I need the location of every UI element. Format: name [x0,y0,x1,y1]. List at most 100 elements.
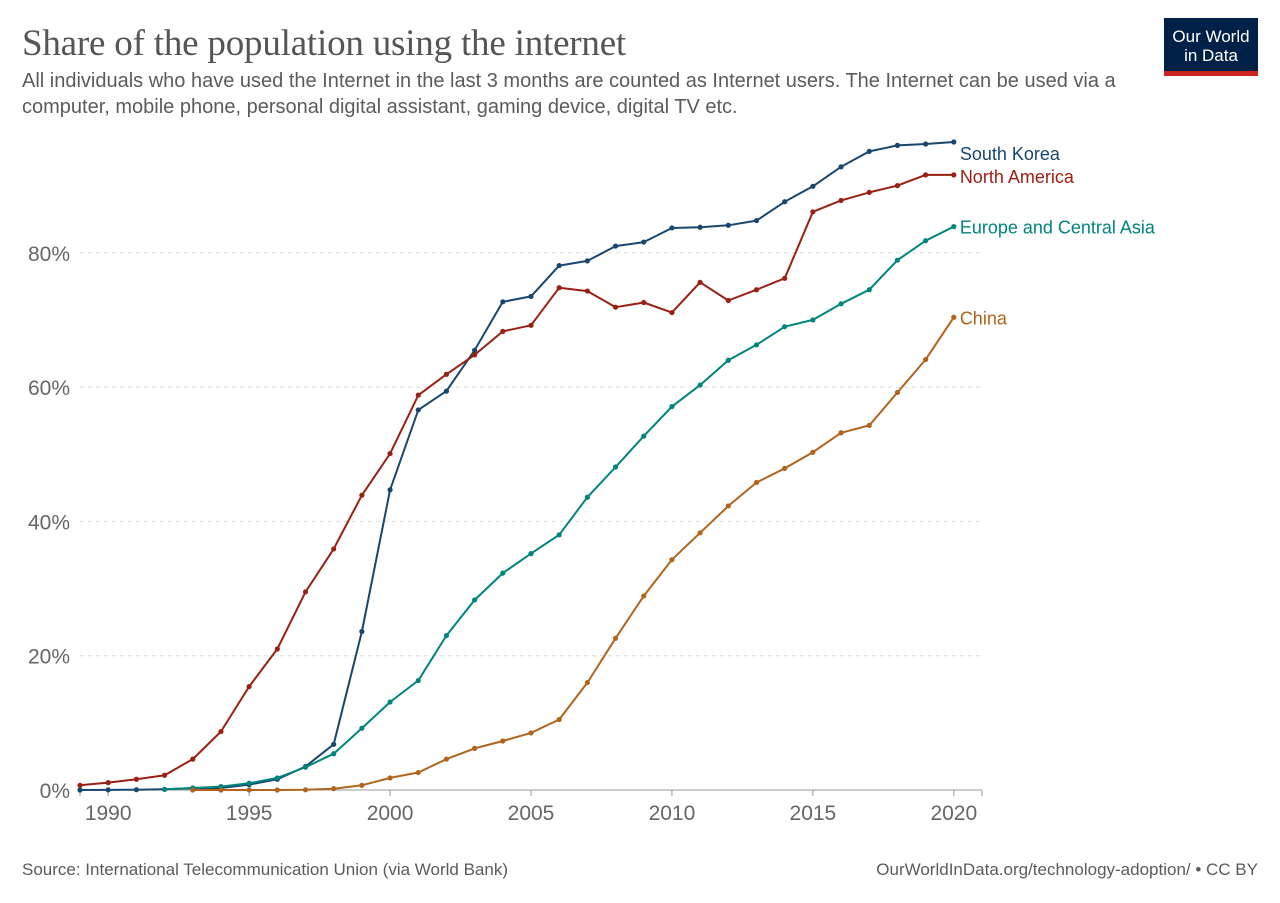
data-point[interactable] [641,433,647,439]
data-point[interactable] [133,776,139,782]
data-point[interactable] [472,347,478,353]
data-point[interactable] [161,786,168,792]
data-point[interactable] [331,546,337,552]
data-point[interactable] [274,787,280,793]
data-point[interactable] [894,183,901,189]
data-point[interactable] [415,407,421,413]
data-point[interactable] [894,142,901,148]
data-point[interactable] [641,239,647,245]
data-point[interactable] [584,679,590,686]
series-south-korea[interactable] [77,139,957,793]
data-point[interactable] [387,699,393,705]
data-point[interactable] [443,756,450,762]
data-point[interactable] [331,741,337,747]
data-point[interactable] [866,189,872,195]
series-line[interactable] [191,316,955,791]
data-point[interactable] [612,243,619,249]
credit-link[interactable]: OurWorldInData.org/technology-adoption/ … [876,860,1258,879]
data-point[interactable] [923,356,929,363]
data-point[interactable] [274,646,280,652]
data-point[interactable] [669,557,675,563]
data-point[interactable] [810,183,816,189]
data-point[interactable] [359,628,365,635]
data-point[interactable] [387,450,393,457]
data-point[interactable] [782,275,788,281]
data-point[interactable] [669,225,675,231]
data-point[interactable] [302,764,309,770]
data-point[interactable] [838,430,844,436]
series-line[interactable] [79,173,955,787]
data-point[interactable] [612,464,619,470]
data-point[interactable] [556,262,562,269]
data-point[interactable] [894,257,901,263]
data-point[interactable] [528,293,534,300]
data-point[interactable] [951,224,957,230]
data-point[interactable] [528,551,534,557]
data-point[interactable] [810,209,816,215]
data-point[interactable] [77,782,83,788]
data-point[interactable] [753,287,760,293]
data-point[interactable] [500,328,506,334]
owid-logo[interactable]: Our World in Data [1164,18,1258,76]
data-point[interactable] [472,597,478,603]
data-point[interactable] [923,238,929,244]
data-point[interactable] [218,728,224,735]
series-china[interactable] [190,314,957,793]
data-point[interactable] [782,199,788,205]
data-point[interactable] [415,392,421,398]
data-point[interactable] [866,422,872,428]
data-point[interactable] [77,787,83,793]
data-point[interactable] [105,787,111,793]
series-line[interactable] [79,141,955,791]
data-point[interactable] [923,141,929,147]
data-point[interactable] [472,352,478,358]
data-point[interactable] [697,224,703,230]
data-point[interactable] [753,342,760,348]
data-point[interactable] [500,570,506,576]
data-point[interactable] [443,632,450,639]
data-point[interactable] [556,532,562,538]
data-point[interactable] [443,371,450,377]
data-point[interactable] [387,775,393,781]
data-point[interactable] [838,301,844,307]
data-point[interactable] [725,357,731,363]
data-point[interactable] [669,403,675,410]
data-point[interactable] [866,287,872,293]
data-point[interactable] [556,716,562,723]
data-point[interactable] [951,139,957,145]
data-point[interactable] [951,172,957,178]
data-point[interactable] [302,589,309,595]
data-point[interactable] [472,745,478,751]
data-point[interactable] [612,304,619,310]
data-point[interactable] [866,148,872,155]
data-point[interactable] [302,787,309,793]
data-point[interactable] [331,786,337,792]
data-point[interactable] [528,730,534,736]
data-point[interactable] [753,217,760,224]
data-point[interactable] [246,683,252,690]
data-point[interactable] [528,322,534,328]
data-point[interactable] [838,197,844,204]
data-point[interactable] [584,288,590,294]
data-point[interactable] [753,479,760,486]
data-point[interactable] [697,279,703,285]
data-point[interactable] [415,769,421,776]
data-point[interactable] [556,285,562,291]
data-point[interactable] [331,751,337,757]
data-point[interactable] [584,258,590,264]
data-point[interactable] [641,299,647,306]
data-point[interactable] [782,324,788,330]
data-point[interactable] [190,756,196,762]
series-line[interactable] [163,225,955,791]
data-point[interactable] [443,388,450,394]
series-europe-and-central-asia[interactable] [161,224,957,792]
data-point[interactable] [810,317,816,323]
data-point[interactable] [246,787,252,793]
data-point[interactable] [951,314,957,320]
data-point[interactable] [161,772,168,778]
data-point[interactable] [725,503,731,509]
data-point[interactable] [359,782,365,788]
data-point[interactable] [669,309,675,316]
data-point[interactable] [246,780,252,786]
data-point[interactable] [697,382,703,388]
